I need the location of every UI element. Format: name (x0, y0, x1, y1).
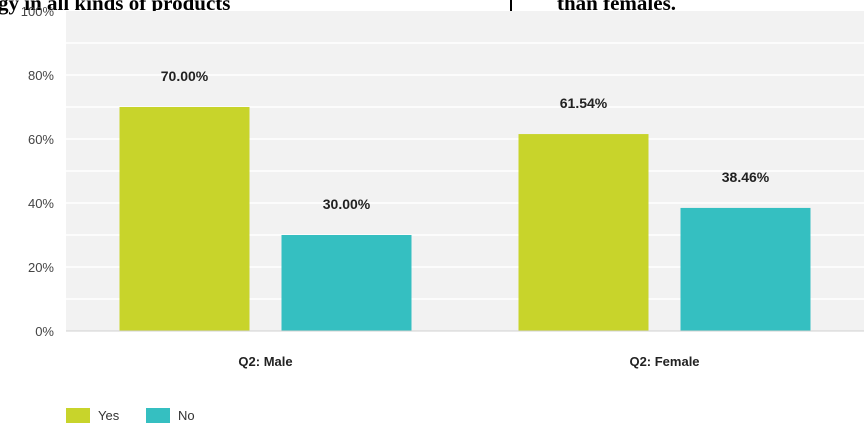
legend-no[interactable]: No (146, 408, 195, 423)
bar-yes-1 (518, 134, 649, 331)
y-tick-label: 60% (28, 132, 54, 147)
y-tick-label: 20% (28, 260, 54, 275)
legend-no-label: No (178, 408, 195, 423)
data-label: 30.00% (323, 196, 371, 212)
data-label: 61.54% (560, 95, 608, 111)
data-label: 38.46% (722, 169, 770, 185)
legend-yes[interactable]: Yes (66, 408, 119, 423)
y-tick-label: 0% (35, 324, 54, 339)
legend-yes-label: Yes (98, 408, 120, 423)
x-tick-label: Q2: Male (238, 354, 292, 369)
legend-yes-swatch (66, 408, 90, 423)
y-tick-label: 80% (28, 68, 54, 83)
bar-yes-0 (119, 107, 250, 331)
y-tick-label: 100% (21, 4, 55, 19)
y-tick-label: 40% (28, 196, 54, 211)
bar-no-0 (281, 235, 412, 331)
data-label: 70.00% (161, 68, 209, 84)
bar-chart: 0% 20% 40% 60% 80% 100% 70.00% 30.00% Q2: Male 61… (21, 4, 864, 369)
bar-no-1 (680, 207, 811, 331)
x-tick-label: Q2: Female (629, 354, 699, 369)
header-divider (510, 0, 512, 11)
legend-no-swatch (146, 408, 170, 423)
